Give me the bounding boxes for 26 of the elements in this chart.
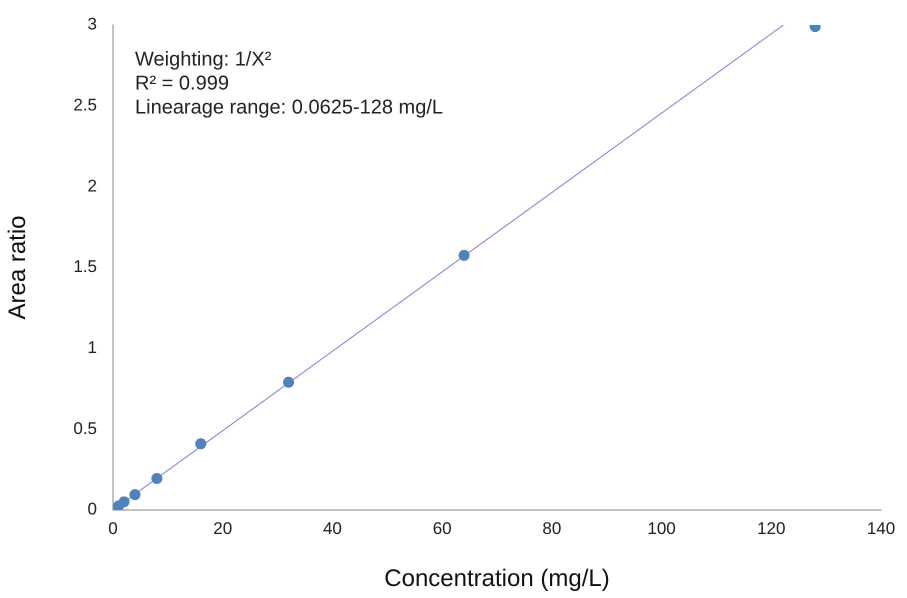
point xyxy=(283,376,294,388)
y-tick-label: 1.5 xyxy=(73,257,97,276)
x-tick-label: 60 xyxy=(432,518,452,538)
x-tick-label: 120 xyxy=(757,518,786,538)
annotation: Linearage range: 0.0625-128 mg/L xyxy=(135,96,444,119)
x-tick-label: 40 xyxy=(322,518,342,538)
y-tick-label: 0.5 xyxy=(73,418,97,438)
point xyxy=(118,496,130,508)
y-tick-label: 2 xyxy=(88,176,97,196)
y-axis-title: Area ratio xyxy=(4,215,32,320)
y-tick-label: 3 xyxy=(88,14,97,34)
point xyxy=(151,472,162,484)
x-tick-label: 0 xyxy=(108,518,118,538)
y-tick-label: 1 xyxy=(88,338,97,358)
point xyxy=(195,438,206,450)
y-tick-label: 0 xyxy=(88,500,97,519)
annotation: Weighting: 1/X² xyxy=(135,48,272,71)
point xyxy=(129,489,140,500)
y-tick-label: 2.5 xyxy=(73,96,97,115)
x-tick-label: 80 xyxy=(542,518,562,538)
x-tick-label: 20 xyxy=(213,518,232,538)
x-tick-label: 140 xyxy=(866,518,896,538)
x-axis-title: Concentration (mg/L) xyxy=(384,565,610,592)
x-tick-label: 100 xyxy=(647,518,676,538)
annotation: R² = 0.999 xyxy=(135,72,229,95)
point xyxy=(458,250,470,261)
